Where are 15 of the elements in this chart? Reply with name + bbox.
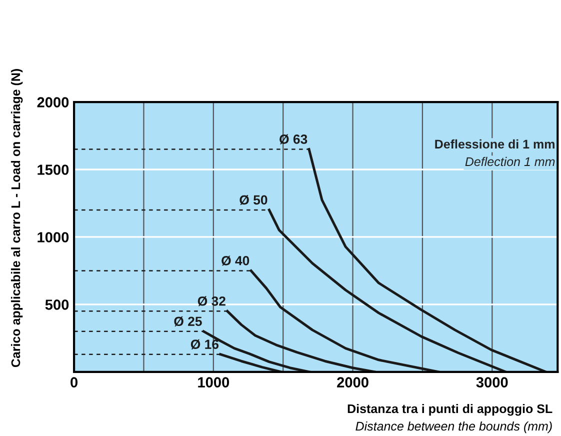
series-label: Ø 40	[222, 256, 250, 266]
y-axis-title: Carico applicabile al carro L - Load on carriage (N)	[10, 69, 23, 368]
y-tick-label: 1500	[38, 164, 69, 175]
x-tick-label: 1000	[198, 377, 230, 388]
x-axis-title: Distanza tra i punti di appoggio SL Distance between the bounds (mm)	[348, 404, 552, 434]
series-label: Ø 50	[240, 194, 268, 205]
y-tick-label: 500	[45, 300, 69, 310]
y-tick-label: 2000	[37, 97, 69, 108]
annotation: Deflessione di 1 mm	[435, 139, 554, 149]
x-tick-label: 3000	[476, 377, 508, 388]
x-tick-label: 0	[70, 377, 78, 388]
y-tick-label: 1000	[38, 232, 69, 242]
series-label: Ø 25	[174, 316, 202, 326]
annotation: Deflection 1 mm	[465, 156, 555, 166]
x-tick-label: 2000	[337, 377, 368, 388]
